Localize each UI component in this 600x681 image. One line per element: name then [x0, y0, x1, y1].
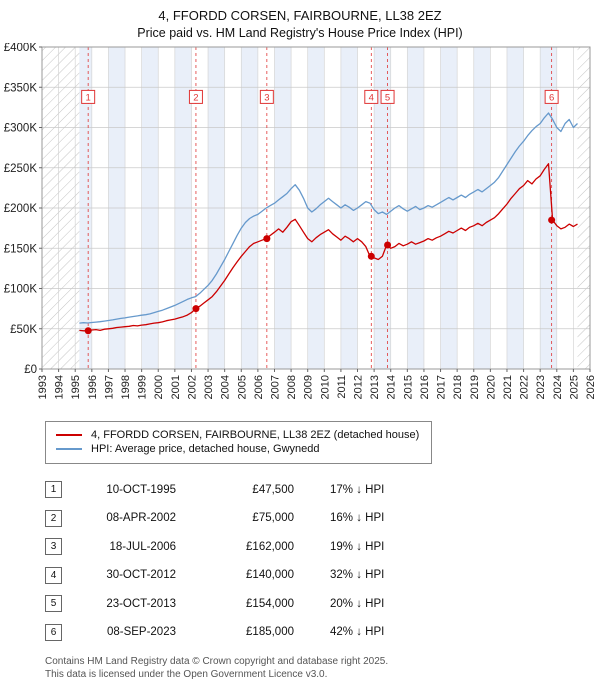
svg-text:£250K: £250K — [4, 162, 38, 174]
sale-number-badge: 3 — [45, 538, 62, 556]
svg-text:2023: 2023 — [535, 375, 547, 399]
sale-price: £162,000 — [246, 540, 294, 553]
sale-price: £75,000 — [252, 512, 294, 525]
sale-hpi-diff: 17% ↓ HPI — [330, 483, 385, 496]
svg-text:2003: 2003 — [203, 375, 215, 399]
svg-text:£400K: £400K — [4, 43, 38, 54]
svg-text:£150K: £150K — [4, 243, 38, 255]
svg-text:2013: 2013 — [369, 375, 381, 399]
sale-hpi-diff: 19% ↓ HPI — [330, 540, 385, 553]
sale-number-badge: 5 — [45, 595, 62, 613]
sale-date: 08-APR-2002 — [106, 512, 176, 525]
svg-text:2: 2 — [193, 92, 198, 103]
sale-hpi-diff: 32% ↓ HPI — [330, 569, 385, 582]
svg-text:1998: 1998 — [120, 375, 132, 399]
table-row: 3 18-JUL-2006 £162,000 19% ↓ HPI — [45, 533, 600, 562]
legend-item-property: 4, FFORDD CORSEN, FAIRBOURNE, LL38 2EZ (… — [56, 429, 419, 441]
property-line-swatch — [56, 433, 82, 436]
svg-text:£100K: £100K — [4, 283, 38, 295]
legend-property-label: 4, FFORDD CORSEN, FAIRBOURNE, LL38 2EZ (… — [91, 428, 420, 441]
svg-text:£300K: £300K — [4, 122, 38, 134]
hpi-line-swatch — [56, 447, 82, 450]
svg-text:2002: 2002 — [186, 375, 198, 399]
table-row: 6 08-SEP-2023 £185,000 42% ↓ HPI — [45, 618, 600, 647]
svg-text:2011: 2011 — [336, 375, 348, 399]
license-footer: Contains HM Land Registry data © Crown c… — [45, 655, 600, 681]
footer-line-2: This data is licensed under the Open Gov… — [45, 668, 328, 680]
svg-text:4: 4 — [369, 92, 374, 103]
svg-text:2019: 2019 — [469, 375, 481, 399]
sale-hpi-diff: 42% ↓ HPI — [330, 626, 385, 639]
svg-text:2014: 2014 — [386, 375, 398, 399]
svg-text:1999: 1999 — [137, 375, 149, 399]
svg-text:3: 3 — [264, 92, 269, 103]
page-subtitle: Price paid vs. HM Land Registry's House … — [137, 26, 463, 41]
svg-text:1993: 1993 — [37, 375, 49, 399]
svg-text:2000: 2000 — [153, 375, 165, 399]
svg-text:2012: 2012 — [353, 375, 365, 399]
svg-text:1995: 1995 — [70, 375, 82, 399]
svg-text:2025: 2025 — [568, 375, 580, 399]
svg-text:2010: 2010 — [319, 375, 331, 399]
sale-price: £154,000 — [246, 597, 294, 610]
sale-number-badge: 4 — [45, 566, 62, 584]
legend-item-hpi: HPI: Average price, detached house, Gwyn… — [56, 443, 419, 455]
svg-text:£200K: £200K — [4, 203, 38, 215]
sale-number-badge: 2 — [45, 509, 62, 527]
svg-text:2024: 2024 — [552, 375, 564, 399]
price-history-chart: 1 2 3 4 5 6 £0 £50K £100K £150K £200K £250K £300K £35… — [4, 43, 597, 399]
chart-header: 4, FFORDD CORSEN, FAIRBOURNE, LL38 2EZ P… — [0, 0, 600, 43]
svg-text:2008: 2008 — [286, 375, 298, 399]
sale-price: £140,000 — [246, 569, 294, 582]
table-row: 4 30-OCT-2012 £140,000 32% ↓ HPI — [45, 561, 600, 590]
svg-text:1996: 1996 — [87, 375, 99, 399]
svg-text:2006: 2006 — [253, 375, 265, 399]
svg-text:2018: 2018 — [452, 375, 464, 399]
sale-hpi-diff: 16% ↓ HPI — [330, 512, 385, 525]
sale-hpi-diff: 20% ↓ HPI — [330, 597, 385, 610]
sale-price: £47,500 — [252, 483, 294, 496]
svg-text:6: 6 — [549, 92, 554, 103]
sales-table: 1 10-OCT-1995 £47,500 17% ↓ HPI 2 08-APR… — [45, 476, 600, 647]
table-row: 5 23-OCT-2013 £154,000 20% ↓ HPI — [45, 590, 600, 619]
svg-text:2021: 2021 — [502, 375, 514, 399]
chart-legend: 4, FFORDD CORSEN, FAIRBOURNE, LL38 2EZ (… — [45, 420, 433, 464]
sale-date: 10-OCT-1995 — [106, 483, 176, 496]
sale-price: £185,000 — [246, 626, 294, 639]
svg-text:1997: 1997 — [103, 375, 115, 399]
svg-text:2020: 2020 — [485, 375, 497, 399]
svg-text:1994: 1994 — [54, 375, 66, 399]
sale-date: 08-SEP-2023 — [106, 626, 176, 639]
page-title: 4, FFORDD CORSEN, FAIRBOURNE, LL38 2EZ — [158, 8, 442, 23]
table-row: 2 08-APR-2002 £75,000 16% ↓ HPI — [45, 504, 600, 533]
svg-text:5: 5 — [385, 92, 390, 103]
svg-text:2022: 2022 — [519, 375, 531, 399]
svg-text:2009: 2009 — [303, 375, 315, 399]
sale-number-badge: 6 — [45, 623, 62, 641]
sale-number-badge: 1 — [45, 481, 62, 499]
sale-date: 23-OCT-2013 — [106, 597, 176, 610]
svg-text:2015: 2015 — [402, 375, 414, 399]
svg-text:2007: 2007 — [269, 375, 281, 399]
svg-text:2017: 2017 — [436, 375, 448, 399]
svg-text:£50K: £50K — [10, 323, 37, 335]
legend-hpi-label: HPI: Average price, detached house, Gwyn… — [91, 442, 320, 455]
svg-text:2005: 2005 — [236, 375, 248, 399]
footer-line-1: Contains HM Land Registry data © Crown c… — [45, 655, 389, 667]
svg-text:2026: 2026 — [585, 375, 597, 399]
svg-text:2016: 2016 — [419, 375, 431, 399]
sale-date: 30-OCT-2012 — [106, 569, 176, 582]
svg-text:2004: 2004 — [220, 375, 232, 399]
sale-date: 18-JUL-2006 — [109, 540, 176, 553]
svg-text:1: 1 — [86, 92, 91, 103]
svg-text:£0: £0 — [24, 364, 37, 376]
svg-text:£350K: £350K — [4, 82, 38, 94]
table-row: 1 10-OCT-1995 £47,500 17% ↓ HPI — [45, 476, 600, 505]
svg-text:2001: 2001 — [170, 375, 182, 399]
